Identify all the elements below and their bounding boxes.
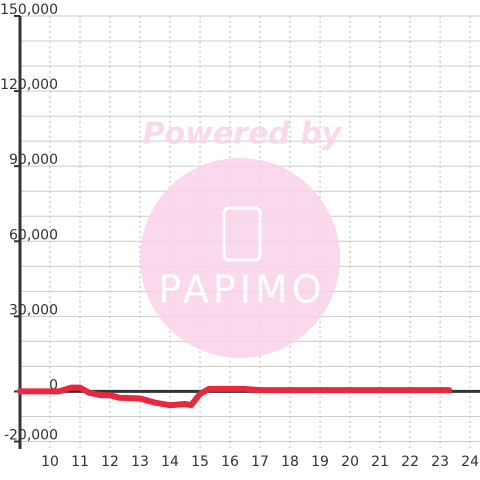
y-tick-label: 120,000 bbox=[0, 77, 58, 93]
x-tick-label: 23 bbox=[431, 454, 449, 470]
x-tick-label: 21 bbox=[371, 454, 389, 470]
x-tick-label: 11 bbox=[71, 454, 89, 470]
data-line bbox=[17, 384, 453, 409]
x-tick-label: 19 bbox=[311, 454, 329, 470]
x-tick-label: 24 bbox=[461, 454, 479, 470]
x-tick-label: 22 bbox=[401, 454, 419, 470]
x-tick-label: 16 bbox=[221, 454, 239, 470]
y-tick-label: 30,000 bbox=[9, 302, 58, 318]
y-tick-label: 0 bbox=[49, 377, 58, 393]
watermark-logo: PAPIMO bbox=[158, 268, 325, 312]
x-tick-label: 20 bbox=[341, 454, 359, 470]
plot: -20,000 0 30,000 60,000 90,000 120,000 150,000… bbox=[0, 2, 480, 470]
watermark: Powered by PAPIMO bbox=[140, 117, 343, 358]
x-tick-label: 14 bbox=[161, 454, 179, 470]
x-tick-label: 10 bbox=[41, 454, 59, 470]
x-tick-label: 18 bbox=[281, 454, 299, 470]
x-tick-label: 12 bbox=[101, 454, 119, 470]
x-tick-label: 13 bbox=[131, 454, 149, 470]
y-tick-label: 150,000 bbox=[0, 2, 58, 18]
x-tick-label: 15 bbox=[191, 454, 209, 470]
x-tick-label: 17 bbox=[251, 454, 269, 470]
watermark-circle bbox=[140, 158, 340, 358]
y-tick-label: 90,000 bbox=[9, 152, 58, 168]
y-tick-label: 60,000 bbox=[9, 227, 58, 243]
watermark-icon bbox=[222, 206, 262, 262]
watermark-text: Powered by bbox=[143, 117, 343, 152]
y-tick-label: -20,000 bbox=[4, 427, 58, 443]
